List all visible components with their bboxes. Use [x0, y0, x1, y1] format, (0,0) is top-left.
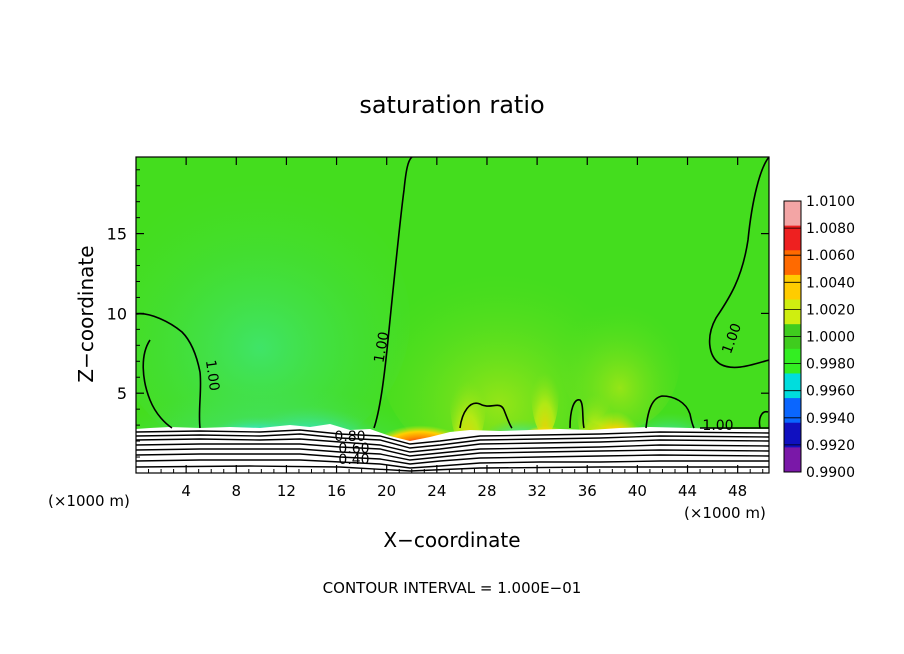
colorbar-level-label: 0.9980: [806, 357, 855, 373]
x-tick-label: 28: [477, 482, 496, 500]
colorbar-level-label: 0.9940: [806, 411, 855, 427]
colorbar-swatch: [784, 226, 801, 251]
colorbar-level-label: 1.0080: [806, 221, 855, 237]
contour-interval-footer: CONTOUR INTERVAL = 1.000E−01: [323, 579, 582, 597]
x-tick-label: 4: [181, 482, 191, 500]
x-tick-label: 24: [427, 482, 446, 500]
colorbar-swatch: [784, 349, 801, 374]
x-tick-label: 40: [628, 482, 647, 500]
colorbar-swatch: [784, 373, 801, 398]
contour-label-1-surface: 1.00: [702, 418, 733, 434]
colorbar-swatch: [784, 447, 801, 472]
colorbar-level-label: 1.0020: [806, 302, 855, 318]
colorbar-swatch: [784, 398, 801, 423]
saturation-ratio-figure: saturation ratio: [0, 0, 904, 654]
x-tick-label: 36: [578, 482, 597, 500]
colorbar-level-label: 1.0000: [806, 330, 855, 346]
y-tick-label: 10: [107, 304, 127, 323]
x-tick-label: 12: [277, 482, 296, 500]
x-tick-label: 16: [327, 482, 346, 500]
colorbar: 1.0100 1.0080 1.0060 1.0040 1.0020 1.0000 0.99…: [784, 194, 855, 481]
colorbar-level-label: 0.9920: [806, 438, 855, 454]
x-unit-left: (×1000 m): [48, 492, 130, 510]
y-tick-label: 5: [117, 384, 127, 403]
plot-area: [110, 157, 769, 520]
colorbar-level-label: 1.0060: [806, 248, 855, 264]
colorbar-swatch: [784, 250, 801, 275]
x-tick-label: 32: [528, 482, 547, 500]
colorbar-swatch: [784, 300, 801, 325]
x-tick-label: 20: [377, 482, 396, 500]
x-tick-label: 44: [678, 482, 697, 500]
colorbar-swatch: [784, 423, 801, 448]
colorbar-level-label: 1.0040: [806, 275, 855, 291]
x-tick-label: 8: [232, 482, 242, 500]
x-axis-label: X−coordinate: [383, 528, 520, 552]
colorbar-swatch: [784, 201, 801, 226]
colorbar-swatch: [784, 275, 801, 300]
colorbar-level-label: 1.0100: [806, 194, 855, 210]
y-tick-label: 15: [107, 225, 127, 244]
chart-title: saturation ratio: [359, 91, 544, 119]
y-axis-label: Z−coordinate: [74, 245, 98, 382]
colorbar-level-label: 0.9900: [806, 465, 855, 481]
x-tick-label: 48: [728, 482, 747, 500]
x-unit-right: (×1000 m): [684, 504, 766, 522]
contour-label-0-40: 0.40: [338, 452, 369, 468]
colorbar-level-label: 0.9960: [806, 384, 855, 400]
